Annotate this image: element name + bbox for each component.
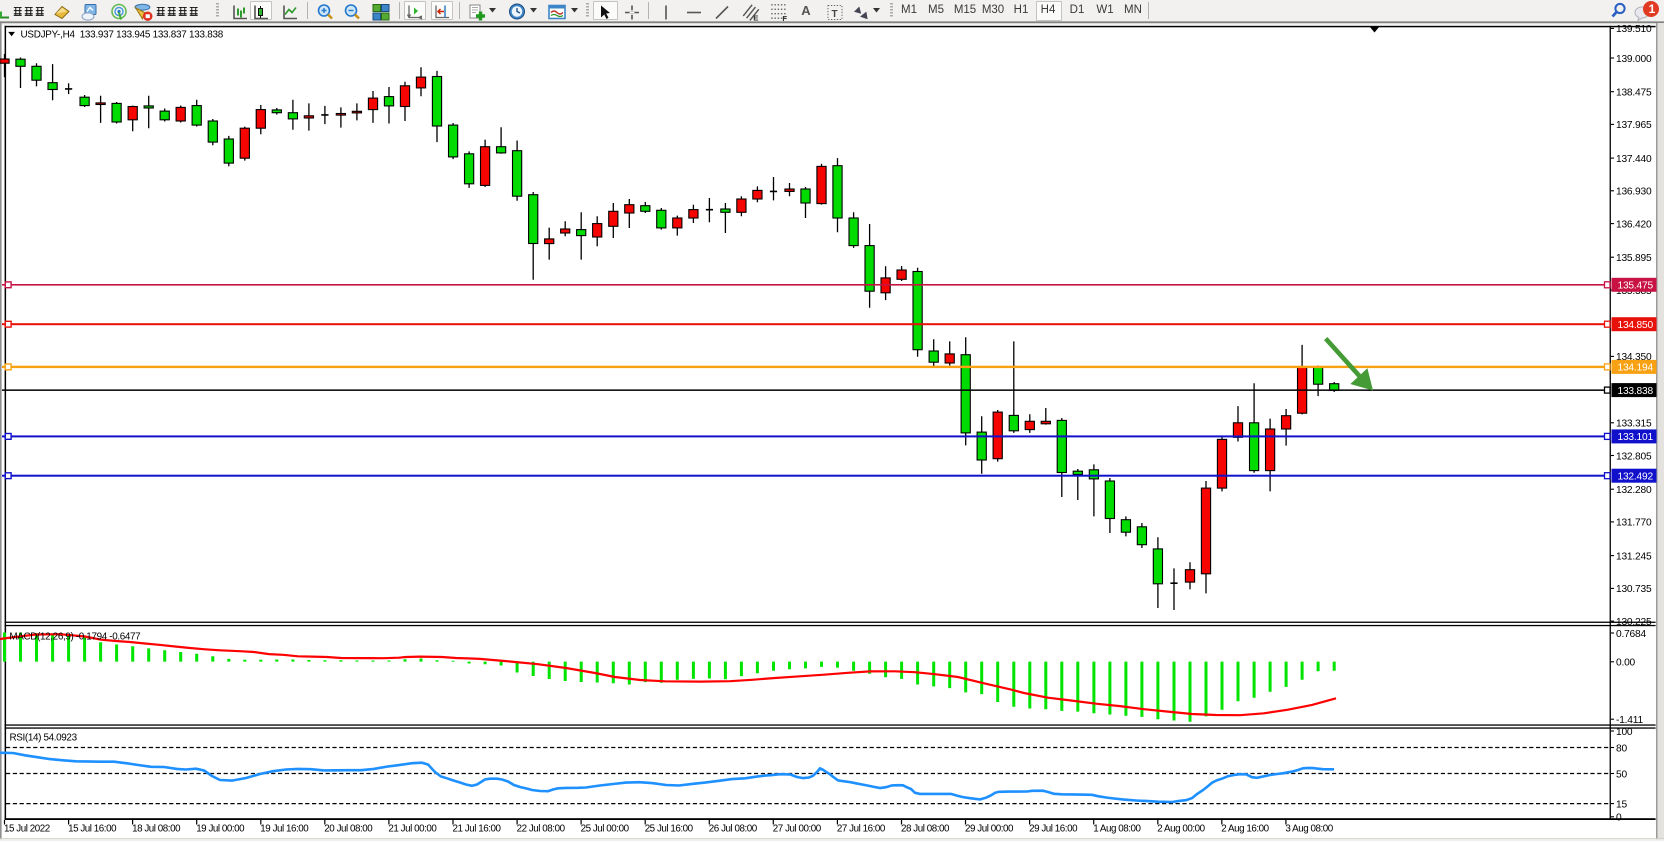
- svg-text:-1.411: -1.411: [1616, 715, 1643, 726]
- svg-text:134.194: 134.194: [1618, 363, 1654, 374]
- svg-text:15 Jul 16:00: 15 Jul 16:00: [68, 824, 117, 835]
- svg-text:133.101: 133.101: [1618, 432, 1654, 443]
- svg-text:134.850: 134.850: [1618, 320, 1654, 331]
- svg-text:139.510: 139.510: [1616, 24, 1652, 35]
- svg-text:0.00: 0.00: [1616, 658, 1636, 669]
- svg-text:1: 1: [1649, 2, 1656, 16]
- svg-text:136.930: 136.930: [1616, 187, 1652, 198]
- svg-text:19 Jul 00:00: 19 Jul 00:00: [196, 824, 245, 835]
- svg-text:132.805: 132.805: [1616, 451, 1652, 462]
- svg-text:27 Jul 16:00: 27 Jul 16:00: [837, 824, 886, 835]
- svg-text:132.280: 132.280: [1616, 485, 1652, 496]
- svg-text:19 Jul 16:00: 19 Jul 16:00: [260, 824, 309, 835]
- svg-text:80: 80: [1616, 743, 1627, 754]
- svg-text:137.965: 137.965: [1616, 120, 1652, 131]
- svg-text:135.475: 135.475: [1618, 281, 1654, 292]
- svg-text:29 Jul 16:00: 29 Jul 16:00: [1029, 824, 1078, 835]
- svg-text:29 Jul 00:00: 29 Jul 00:00: [965, 824, 1014, 835]
- svg-text:0.7684: 0.7684: [1616, 629, 1646, 640]
- svg-text:26 Jul 08:00: 26 Jul 08:00: [709, 824, 758, 835]
- svg-text:139.000: 139.000: [1616, 54, 1652, 65]
- svg-text:28 Jul 08:00: 28 Jul 08:00: [901, 824, 950, 835]
- svg-text:130.225: 130.225: [1616, 617, 1652, 628]
- svg-text:T: T: [832, 9, 838, 20]
- svg-text:0: 0: [1616, 813, 1622, 824]
- svg-text:133.838: 133.838: [1618, 386, 1654, 397]
- svg-text:131.770: 131.770: [1616, 518, 1652, 529]
- svg-text:132.492: 132.492: [1618, 472, 1654, 483]
- svg-text:18 Jul 08:00: 18 Jul 08:00: [132, 824, 181, 835]
- svg-text:131.245: 131.245: [1616, 551, 1652, 562]
- svg-text:1 Aug 08:00: 1 Aug 08:00: [1093, 824, 1141, 835]
- svg-text:137.440: 137.440: [1616, 154, 1652, 165]
- svg-text:100: 100: [1616, 727, 1633, 738]
- svg-text:27 Jul 00:00: 27 Jul 00:00: [773, 824, 822, 835]
- svg-text:134.350: 134.350: [1616, 352, 1652, 363]
- svg-text:22 Jul 08:00: 22 Jul 08:00: [517, 824, 566, 835]
- svg-text:E: E: [753, 13, 758, 22]
- svg-text:136.420: 136.420: [1616, 219, 1652, 230]
- svg-text:F: F: [782, 14, 787, 22]
- svg-text:20 Jul 08:00: 20 Jul 08:00: [324, 824, 373, 835]
- svg-text:15: 15: [1616, 799, 1627, 810]
- svg-text:50: 50: [1616, 769, 1627, 780]
- svg-text:130.735: 130.735: [1616, 584, 1652, 595]
- svg-text:MACD(12,26,9) -0.1794 -0.6477: MACD(12,26,9) -0.1794 -0.6477: [9, 632, 140, 643]
- svg-text:21 Jul 00:00: 21 Jul 00:00: [388, 824, 437, 835]
- svg-text:USDJPY-,H4 133.937 133.945 13: USDJPY-,H4 133.937 133.945 133.837 133.8…: [21, 30, 224, 41]
- svg-text:25 Jul 00:00: 25 Jul 00:00: [581, 824, 630, 835]
- svg-text:21 Jul 16:00: 21 Jul 16:00: [453, 824, 502, 835]
- svg-text:135.895: 135.895: [1616, 253, 1652, 264]
- svg-text:2 Aug 00:00: 2 Aug 00:00: [1157, 824, 1205, 835]
- svg-text:3 Aug 08:00: 3 Aug 08:00: [1285, 824, 1333, 835]
- svg-text:RSI(14) 54.0923: RSI(14) 54.0923: [10, 733, 78, 744]
- svg-text:138.475: 138.475: [1616, 88, 1652, 99]
- svg-text:25 Jul 16:00: 25 Jul 16:00: [645, 824, 694, 835]
- svg-text:133.315: 133.315: [1616, 419, 1652, 430]
- svg-text:2 Aug 16:00: 2 Aug 16:00: [1221, 824, 1269, 835]
- svg-text:15 Jul 2022: 15 Jul 2022: [4, 824, 50, 835]
